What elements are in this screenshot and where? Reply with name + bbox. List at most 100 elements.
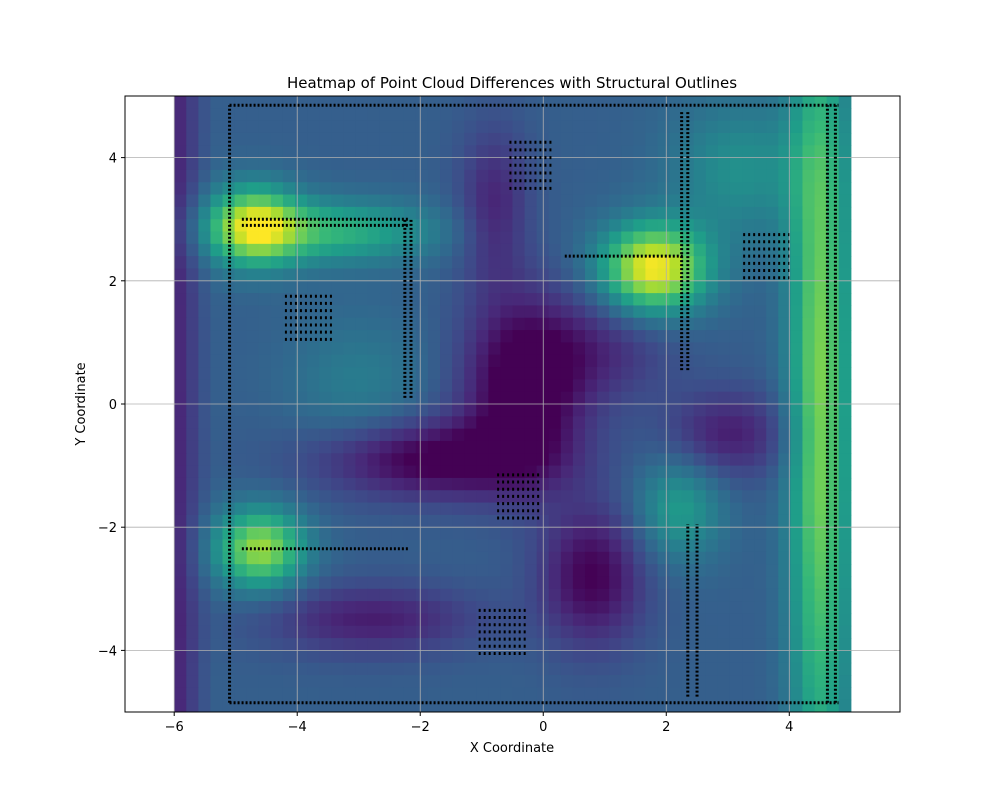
heatmap-cell — [427, 490, 441, 504]
heatmap-cell — [488, 194, 502, 208]
heatmap-cell — [403, 638, 417, 651]
heatmap-cell — [331, 527, 344, 541]
heatmap-cell — [427, 132, 441, 146]
heatmap-cell — [814, 96, 828, 109]
heatmap-cell — [778, 317, 791, 331]
heatmap-cell — [645, 428, 659, 442]
heatmap-cell — [258, 551, 272, 565]
heatmap-cell — [258, 219, 272, 233]
heatmap-cell — [584, 564, 598, 578]
heatmap-cell — [729, 527, 743, 541]
heatmap-cell — [331, 342, 344, 356]
heatmap-cell — [379, 280, 393, 294]
heatmap-cell — [343, 243, 357, 257]
heatmap-cell — [355, 576, 369, 590]
heatmap-cell — [560, 280, 574, 294]
heatmap-cell — [452, 576, 465, 590]
heatmap-cell — [790, 231, 804, 245]
heatmap-cell — [512, 256, 526, 270]
heatmap-cell — [307, 120, 320, 134]
heatmap-cell — [476, 96, 489, 109]
heatmap-cell — [512, 182, 526, 196]
heatmap-cell — [452, 404, 465, 417]
heatmap-cell — [331, 169, 344, 183]
heatmap-cell — [790, 428, 804, 442]
heatmap-cell — [790, 354, 804, 368]
heatmap-cell — [452, 675, 465, 688]
heatmap-cell — [838, 675, 852, 688]
heatmap-cell — [802, 576, 816, 590]
heatmap-cell — [403, 613, 417, 627]
heatmap-cell — [729, 367, 743, 380]
heatmap-cell — [681, 391, 695, 405]
heatmap-cell — [415, 687, 429, 701]
heatmap-cell — [198, 293, 212, 307]
heatmap-cell — [319, 416, 332, 430]
heatmap-cell — [319, 675, 332, 688]
heatmap-cell — [174, 367, 187, 380]
heatmap-cell — [343, 404, 357, 417]
heatmap-cell — [186, 305, 199, 319]
heatmap-cell — [343, 613, 357, 627]
heatmap-cell — [307, 379, 320, 393]
heatmap-cell — [512, 379, 526, 393]
heatmap-cell — [307, 625, 320, 639]
heatmap-cell — [464, 465, 477, 479]
heatmap-cell — [210, 379, 224, 393]
heatmap-cell — [814, 699, 828, 712]
heatmap-cell — [415, 662, 429, 676]
heatmap-cell — [258, 440, 272, 454]
heatmap-cell — [295, 293, 308, 307]
heatmap-cell — [645, 367, 659, 380]
heatmap-cell — [367, 157, 381, 171]
heatmap-cell — [186, 440, 199, 454]
heatmap-cell — [343, 514, 357, 528]
heatmap-cell — [258, 477, 272, 491]
heatmap-cell — [790, 96, 804, 109]
heatmap-cell — [693, 219, 707, 233]
heatmap-cell — [319, 527, 332, 541]
heatmap-cell — [174, 699, 187, 712]
heatmap-cell — [524, 145, 538, 159]
heatmap-cell — [560, 243, 574, 257]
heatmap-cell — [657, 342, 671, 356]
heatmap-cell — [476, 477, 489, 491]
heatmap-cell — [705, 243, 719, 257]
heatmap-cell — [548, 675, 562, 688]
heatmap-cell — [234, 465, 248, 479]
heatmap-cell — [270, 194, 284, 208]
heatmap-cell — [367, 625, 381, 639]
heatmap-cell — [717, 527, 731, 541]
heatmap-cell — [754, 601, 767, 615]
heatmap-cell — [548, 256, 562, 270]
x-tick-label: −2 — [411, 720, 430, 735]
heatmap-cell — [802, 416, 816, 430]
heatmap-cell — [319, 638, 332, 651]
heatmap-cell — [621, 231, 634, 245]
heatmap-cell — [403, 576, 417, 590]
heatmap-cell — [427, 342, 441, 356]
heatmap-cell — [742, 613, 755, 627]
heatmap-cell — [705, 453, 719, 467]
heatmap-cell — [476, 206, 489, 220]
heatmap-cell — [560, 145, 574, 159]
heatmap-cell — [186, 268, 199, 282]
heatmap-cell — [198, 256, 212, 270]
heatmap-cell — [343, 416, 357, 430]
heatmap-cell — [669, 564, 683, 578]
heatmap-cell — [174, 108, 187, 122]
heatmap-cell — [331, 416, 344, 430]
heatmap-cell — [633, 662, 646, 676]
heatmap-cell — [186, 502, 199, 516]
heatmap-cell — [802, 440, 816, 454]
heatmap-cell — [343, 650, 357, 664]
heatmap-cell — [633, 256, 646, 270]
heatmap-cell — [391, 601, 405, 615]
heatmap-cell — [258, 206, 272, 220]
heatmap-cell — [186, 330, 199, 343]
heatmap-cell — [319, 108, 332, 122]
heatmap-cell — [669, 490, 683, 504]
heatmap-cell — [717, 169, 731, 183]
heatmap-cell — [512, 588, 526, 602]
heatmap-cell — [319, 687, 332, 701]
